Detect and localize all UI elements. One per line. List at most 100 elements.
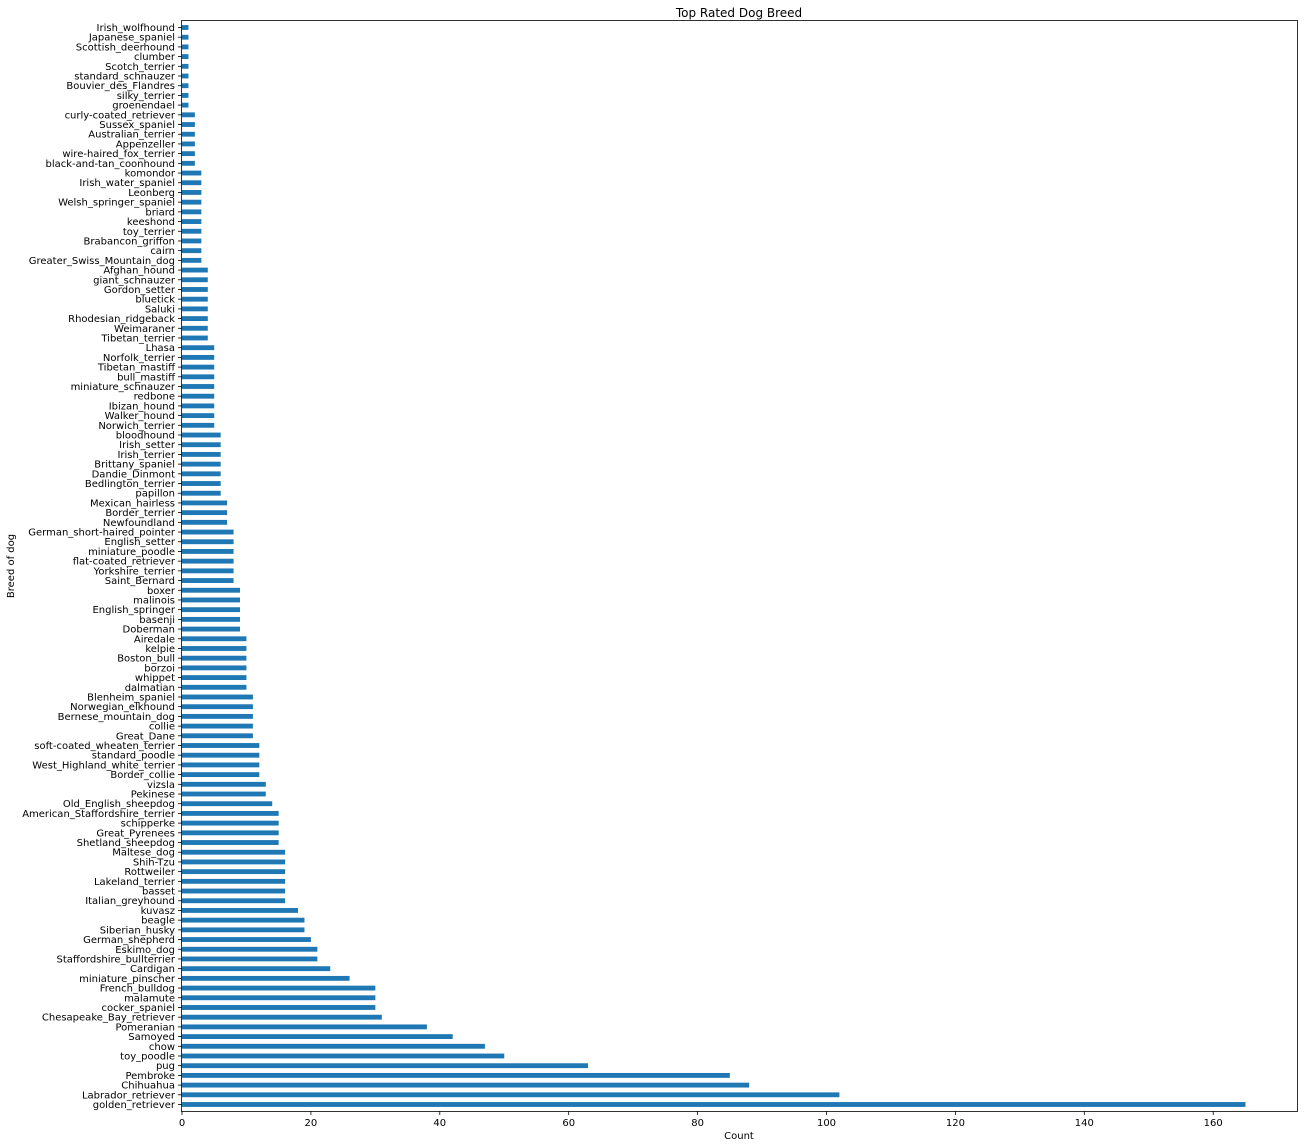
bar-English_springer bbox=[182, 607, 241, 613]
y-tick-label: Siberian_husky bbox=[100, 925, 175, 936]
bar-curly-coated_retriever bbox=[182, 112, 195, 118]
bar-Labrador_retriever bbox=[182, 1092, 840, 1098]
bar-Walker_hound bbox=[182, 413, 215, 419]
y-tick-label: beagle bbox=[141, 916, 175, 927]
y-tick-label: Shih-Tzu bbox=[133, 857, 175, 868]
y-tick-label: Brittany_spaniel bbox=[94, 460, 175, 471]
y-tick-label: Norfolk_terrier bbox=[103, 353, 176, 364]
y-tick-label: Bedlington_terrier bbox=[85, 479, 176, 490]
y-tick-label: Saint_Bernard bbox=[105, 576, 175, 587]
bar-Old_English_sheepdog bbox=[182, 801, 273, 807]
bar-Tibetan_terrier bbox=[182, 335, 208, 341]
bar-Ibizan_hound bbox=[182, 403, 215, 409]
bar-komondor bbox=[182, 170, 202, 176]
y-tick-label: Airedale bbox=[134, 634, 175, 645]
y-tick-label: collie bbox=[149, 722, 175, 733]
y-tick-label: Yorkshire_terrier bbox=[93, 566, 176, 577]
bar-Dandie_Dinmont bbox=[182, 471, 221, 477]
y-tick-label: Brabancon_griffon bbox=[84, 236, 175, 247]
y-tick-label: Blenheim_spaniel bbox=[87, 692, 175, 703]
y-tick-label: silky_terrier bbox=[117, 91, 176, 102]
bar-Doberman bbox=[182, 626, 241, 632]
bar-schipperke bbox=[182, 820, 279, 826]
y-tick-label: keeshond bbox=[127, 217, 175, 228]
x-tick-label: 40 bbox=[433, 1118, 446, 1129]
bar-Japanese_spaniel bbox=[182, 34, 189, 40]
y-tick-label: soft-coated_wheaten_terrier bbox=[34, 741, 176, 752]
y-tick-label: Samoyed bbox=[128, 1032, 175, 1043]
bar-cairn bbox=[182, 248, 202, 254]
y-tick-label: Pekinese bbox=[131, 790, 175, 801]
bar-toy_terrier bbox=[182, 228, 202, 234]
bar-French_bulldog bbox=[182, 985, 376, 991]
bar-clumber bbox=[182, 54, 189, 60]
bar-Airedale bbox=[182, 636, 247, 642]
bar-English_setter bbox=[182, 539, 234, 545]
bar-keeshond bbox=[182, 219, 202, 224]
y-tick-label: toy_terrier bbox=[123, 227, 176, 238]
bar-Bernese_mountain_dog bbox=[182, 713, 253, 719]
chart-title: Top Rated Dog Breed bbox=[675, 6, 802, 20]
y-tick-label: pug bbox=[156, 1061, 175, 1072]
y-tick-label: English_springer bbox=[92, 605, 175, 616]
y-tick-label: basenji bbox=[139, 615, 175, 626]
y-tick-label: Cardigan bbox=[130, 964, 175, 975]
y-tick-label: clumber bbox=[134, 52, 176, 63]
y-tick-label: bloodhound bbox=[116, 431, 175, 442]
bar-kelpie bbox=[182, 646, 247, 651]
y-tick-label: miniature_poodle bbox=[88, 547, 175, 558]
y-tick-label: Saluki bbox=[145, 304, 175, 315]
bar-Leonberg bbox=[182, 190, 202, 195]
x-axis-label: Count bbox=[724, 1131, 754, 1142]
y-tick-label: Weimaraner bbox=[114, 324, 176, 335]
bar-Irish_water_spaniel bbox=[182, 180, 202, 186]
y-tick-label: curly-coated_retriever bbox=[65, 110, 176, 121]
y-tick-label: Australian_terrier bbox=[88, 130, 176, 141]
bar-Samoyed bbox=[182, 1034, 453, 1040]
bar-miniature_poodle bbox=[182, 549, 234, 554]
bar-German_shepherd bbox=[182, 937, 311, 942]
bar-Tibetan_mastiff bbox=[182, 364, 215, 370]
bar-flat-coated_retriever bbox=[182, 558, 234, 564]
y-tick-label: Staffordshire_bullterrier bbox=[57, 954, 176, 965]
bar-standard_schnauzer bbox=[182, 73, 189, 79]
bar-Scotch_terrier bbox=[182, 63, 189, 69]
x-tick-label: 80 bbox=[691, 1118, 704, 1129]
bar-Mexican_hairless bbox=[182, 500, 228, 506]
bar-miniature_schnauzer bbox=[182, 384, 215, 389]
bar-wire-haired_fox_terrier bbox=[182, 151, 195, 157]
y-tick-label: Appenzeller bbox=[116, 139, 176, 150]
bar-Eskimo_dog bbox=[182, 946, 318, 952]
bar-Norwich_terrier bbox=[182, 422, 215, 428]
bar-golden_retriever bbox=[182, 1102, 1246, 1107]
bar-Lakeland_terrier bbox=[182, 878, 286, 884]
bar-Newfoundland bbox=[182, 519, 228, 525]
bar-Great_Pyrenees bbox=[182, 830, 279, 836]
bar-Shetland_sheepdog bbox=[182, 840, 279, 845]
bar-chow bbox=[182, 1043, 485, 1049]
bar-dalmatian bbox=[182, 684, 247, 690]
y-tick-label: Eskimo_dog bbox=[115, 945, 175, 956]
bar-Staffordshire_bullterrier bbox=[182, 956, 318, 962]
y-tick-label: Chesapeake_Bay_retriever bbox=[42, 1013, 176, 1024]
bar-Italian_greyhound bbox=[182, 898, 286, 904]
y-tick-label: malinois bbox=[133, 595, 175, 606]
y-tick-label: toy_poodle bbox=[120, 1051, 175, 1062]
x-tick-label: 0 bbox=[179, 1118, 185, 1129]
y-tick-label: Rhodesian_ridgeback bbox=[68, 314, 175, 325]
x-tick-label: 100 bbox=[817, 1118, 836, 1129]
bar-Pomeranian bbox=[182, 1024, 427, 1030]
y-tick-label: standard_poodle bbox=[92, 751, 175, 762]
y-tick-label: redbone bbox=[134, 392, 175, 403]
y-tick-label: miniature_pinscher bbox=[79, 974, 176, 985]
y-tick-label: chow bbox=[149, 1042, 175, 1053]
bar-Norwegian_elkhound bbox=[182, 704, 253, 710]
bar-Maltese_dog bbox=[182, 849, 286, 855]
y-tick-label: Great_Pyrenees bbox=[96, 828, 175, 839]
y-tick-label: borzoi bbox=[144, 663, 175, 674]
bar-Greater_Swiss_Mountain_dog bbox=[182, 257, 202, 263]
x-tick-label: 20 bbox=[305, 1118, 318, 1129]
y-tick-label: schipperke bbox=[121, 819, 175, 830]
x-tick-label: 120 bbox=[946, 1118, 965, 1129]
